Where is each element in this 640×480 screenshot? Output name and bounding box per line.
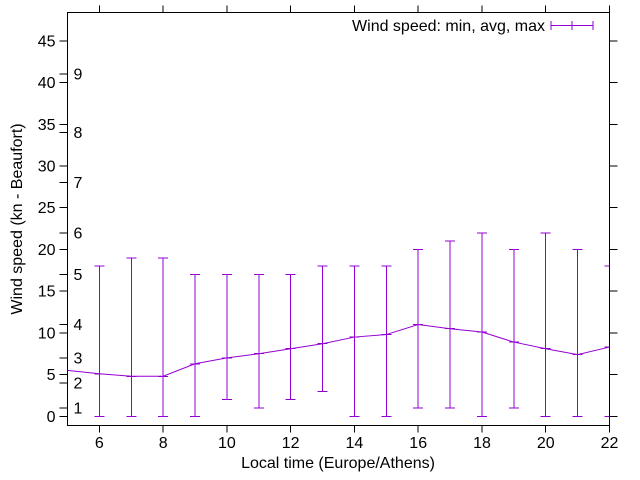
y-axis-title: Wind speed (kn - Beaufort): [9, 123, 26, 314]
beaufort-label: 5: [74, 267, 83, 284]
legend-label: Wind speed: min, avg, max: [352, 18, 545, 35]
beaufort-label: 8: [74, 125, 83, 142]
y-tick-label: 5: [47, 367, 56, 384]
avg-line: [67, 324, 610, 377]
y-tick-label: 35: [38, 117, 56, 134]
x-axis-title: Local time (Europe/Athens): [241, 455, 435, 472]
x-tick-label: 20: [537, 435, 555, 452]
beaufort-label: 9: [74, 67, 83, 84]
beaufort-label: 1: [74, 400, 83, 417]
x-tick-label: 16: [409, 435, 427, 452]
x-tick-label: 6: [95, 435, 104, 452]
y-tick-label: 10: [38, 325, 56, 342]
x-tick-label: 18: [473, 435, 491, 452]
y-tick-label: 30: [38, 159, 56, 176]
x-tick-label: 14: [346, 435, 364, 452]
y-tick-label: 45: [38, 33, 56, 50]
x-tick-label: 10: [218, 435, 236, 452]
y-tick-label: 0: [47, 409, 56, 426]
beaufort-label: 6: [74, 225, 83, 242]
y-tick-label: 15: [38, 284, 56, 301]
plot-border: [67, 12, 610, 426]
x-tick-label: 8: [159, 435, 168, 452]
beaufort-label: 7: [74, 175, 83, 192]
y-tick-label: 20: [38, 242, 56, 259]
y-tick-label: 25: [38, 200, 56, 217]
beaufort-label: 3: [74, 350, 83, 367]
y-tick-label: 40: [38, 75, 56, 92]
beaufort-label: 4: [74, 317, 83, 334]
beaufort-label: 2: [74, 375, 83, 392]
x-tick-label: 12: [282, 435, 300, 452]
x-tick-label: 22: [601, 435, 619, 452]
